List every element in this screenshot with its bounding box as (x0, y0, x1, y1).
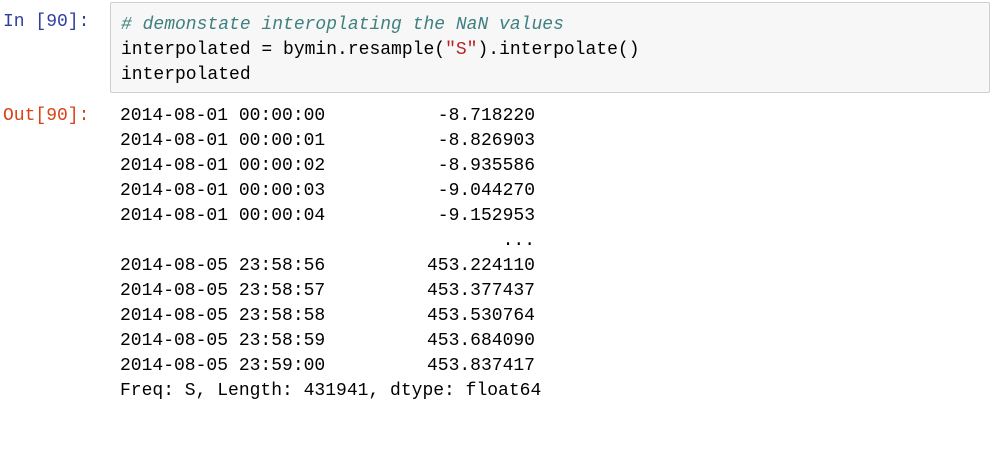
row-index: 2014-08-05 23:58:59 (120, 331, 326, 351)
code-line-prefix: interpolated = bymin.resample( (121, 40, 446, 60)
output-meta-row: Freq: S, Length: 431941, dtype: float64 (120, 379, 980, 404)
code-comment-line: # demonstate interoplating the NaN value… (121, 15, 564, 35)
code-line-variable: interpolated (121, 65, 251, 85)
output-row: 2014-08-05 23:58:59 453.684090 (120, 329, 980, 354)
output-area: 2014-08-01 00:00:00 -8.718220 2014-08-01… (120, 104, 980, 404)
row-value: -8.718220 (437, 106, 535, 126)
row-index: 2014-08-01 00:00:01 (120, 131, 326, 151)
output-prompt: Out[90]: (3, 106, 90, 126)
row-index: 2014-08-01 00:00:02 (120, 156, 326, 176)
row-value: -9.044270 (437, 181, 535, 201)
output-ellipsis-row: ... (120, 229, 980, 254)
row-value: 453.684090 (426, 331, 535, 351)
output-row: 2014-08-01 00:00:01 -8.826903 (120, 129, 980, 154)
row-value: 453.530764 (426, 306, 535, 326)
series-metadata: Freq: S, Length: 431941, dtype: float64 (120, 381, 542, 401)
row-index: 2014-08-05 23:58:58 (120, 306, 326, 326)
row-value: -8.826903 (437, 131, 535, 151)
row-index: 2014-08-01 00:00:03 (120, 181, 326, 201)
row-value: 453.837417 (426, 356, 535, 376)
output-row: 2014-08-01 00:00:04 -9.152953 (120, 204, 980, 229)
row-index: 2014-08-05 23:58:57 (120, 281, 326, 301)
row-value: 453.224110 (426, 256, 535, 276)
row-index: 2014-08-01 00:00:00 (120, 106, 326, 126)
output-row: 2014-08-01 00:00:03 -9.044270 (120, 179, 980, 204)
row-index: 2014-08-05 23:59:00 (120, 356, 326, 376)
code-line-suffix: ).interpolate() (477, 40, 640, 60)
row-index: 2014-08-01 00:00:04 (120, 206, 326, 226)
output-row: 2014-08-05 23:58:57 453.377437 (120, 279, 980, 304)
output-row: 2014-08-05 23:58:58 453.530764 (120, 304, 980, 329)
output-row: 2014-08-01 00:00:02 -8.935586 (120, 154, 980, 179)
row-value: -9.152953 (437, 206, 535, 226)
row-value: -8.935586 (437, 156, 535, 176)
notebook-cell: In [90]: # demonstate interoplating the … (3, 2, 990, 404)
code-input-area[interactable]: # demonstate interoplating the NaN value… (110, 2, 990, 93)
input-prompt: In [90]: (3, 12, 90, 32)
output-row: 2014-08-01 00:00:00 -8.718220 (120, 104, 980, 129)
code-string-literal: "S" (445, 40, 478, 60)
code-line-interpolate: interpolated = bymin.resample("S").inter… (121, 38, 979, 63)
truncation-ellipsis: ... (502, 231, 535, 251)
row-value: 453.377437 (426, 281, 535, 301)
output-row: 2014-08-05 23:59:00 453.837417 (120, 354, 980, 379)
output-row: 2014-08-05 23:58:56 453.224110 (120, 254, 980, 279)
row-index: 2014-08-05 23:58:56 (120, 256, 326, 276)
